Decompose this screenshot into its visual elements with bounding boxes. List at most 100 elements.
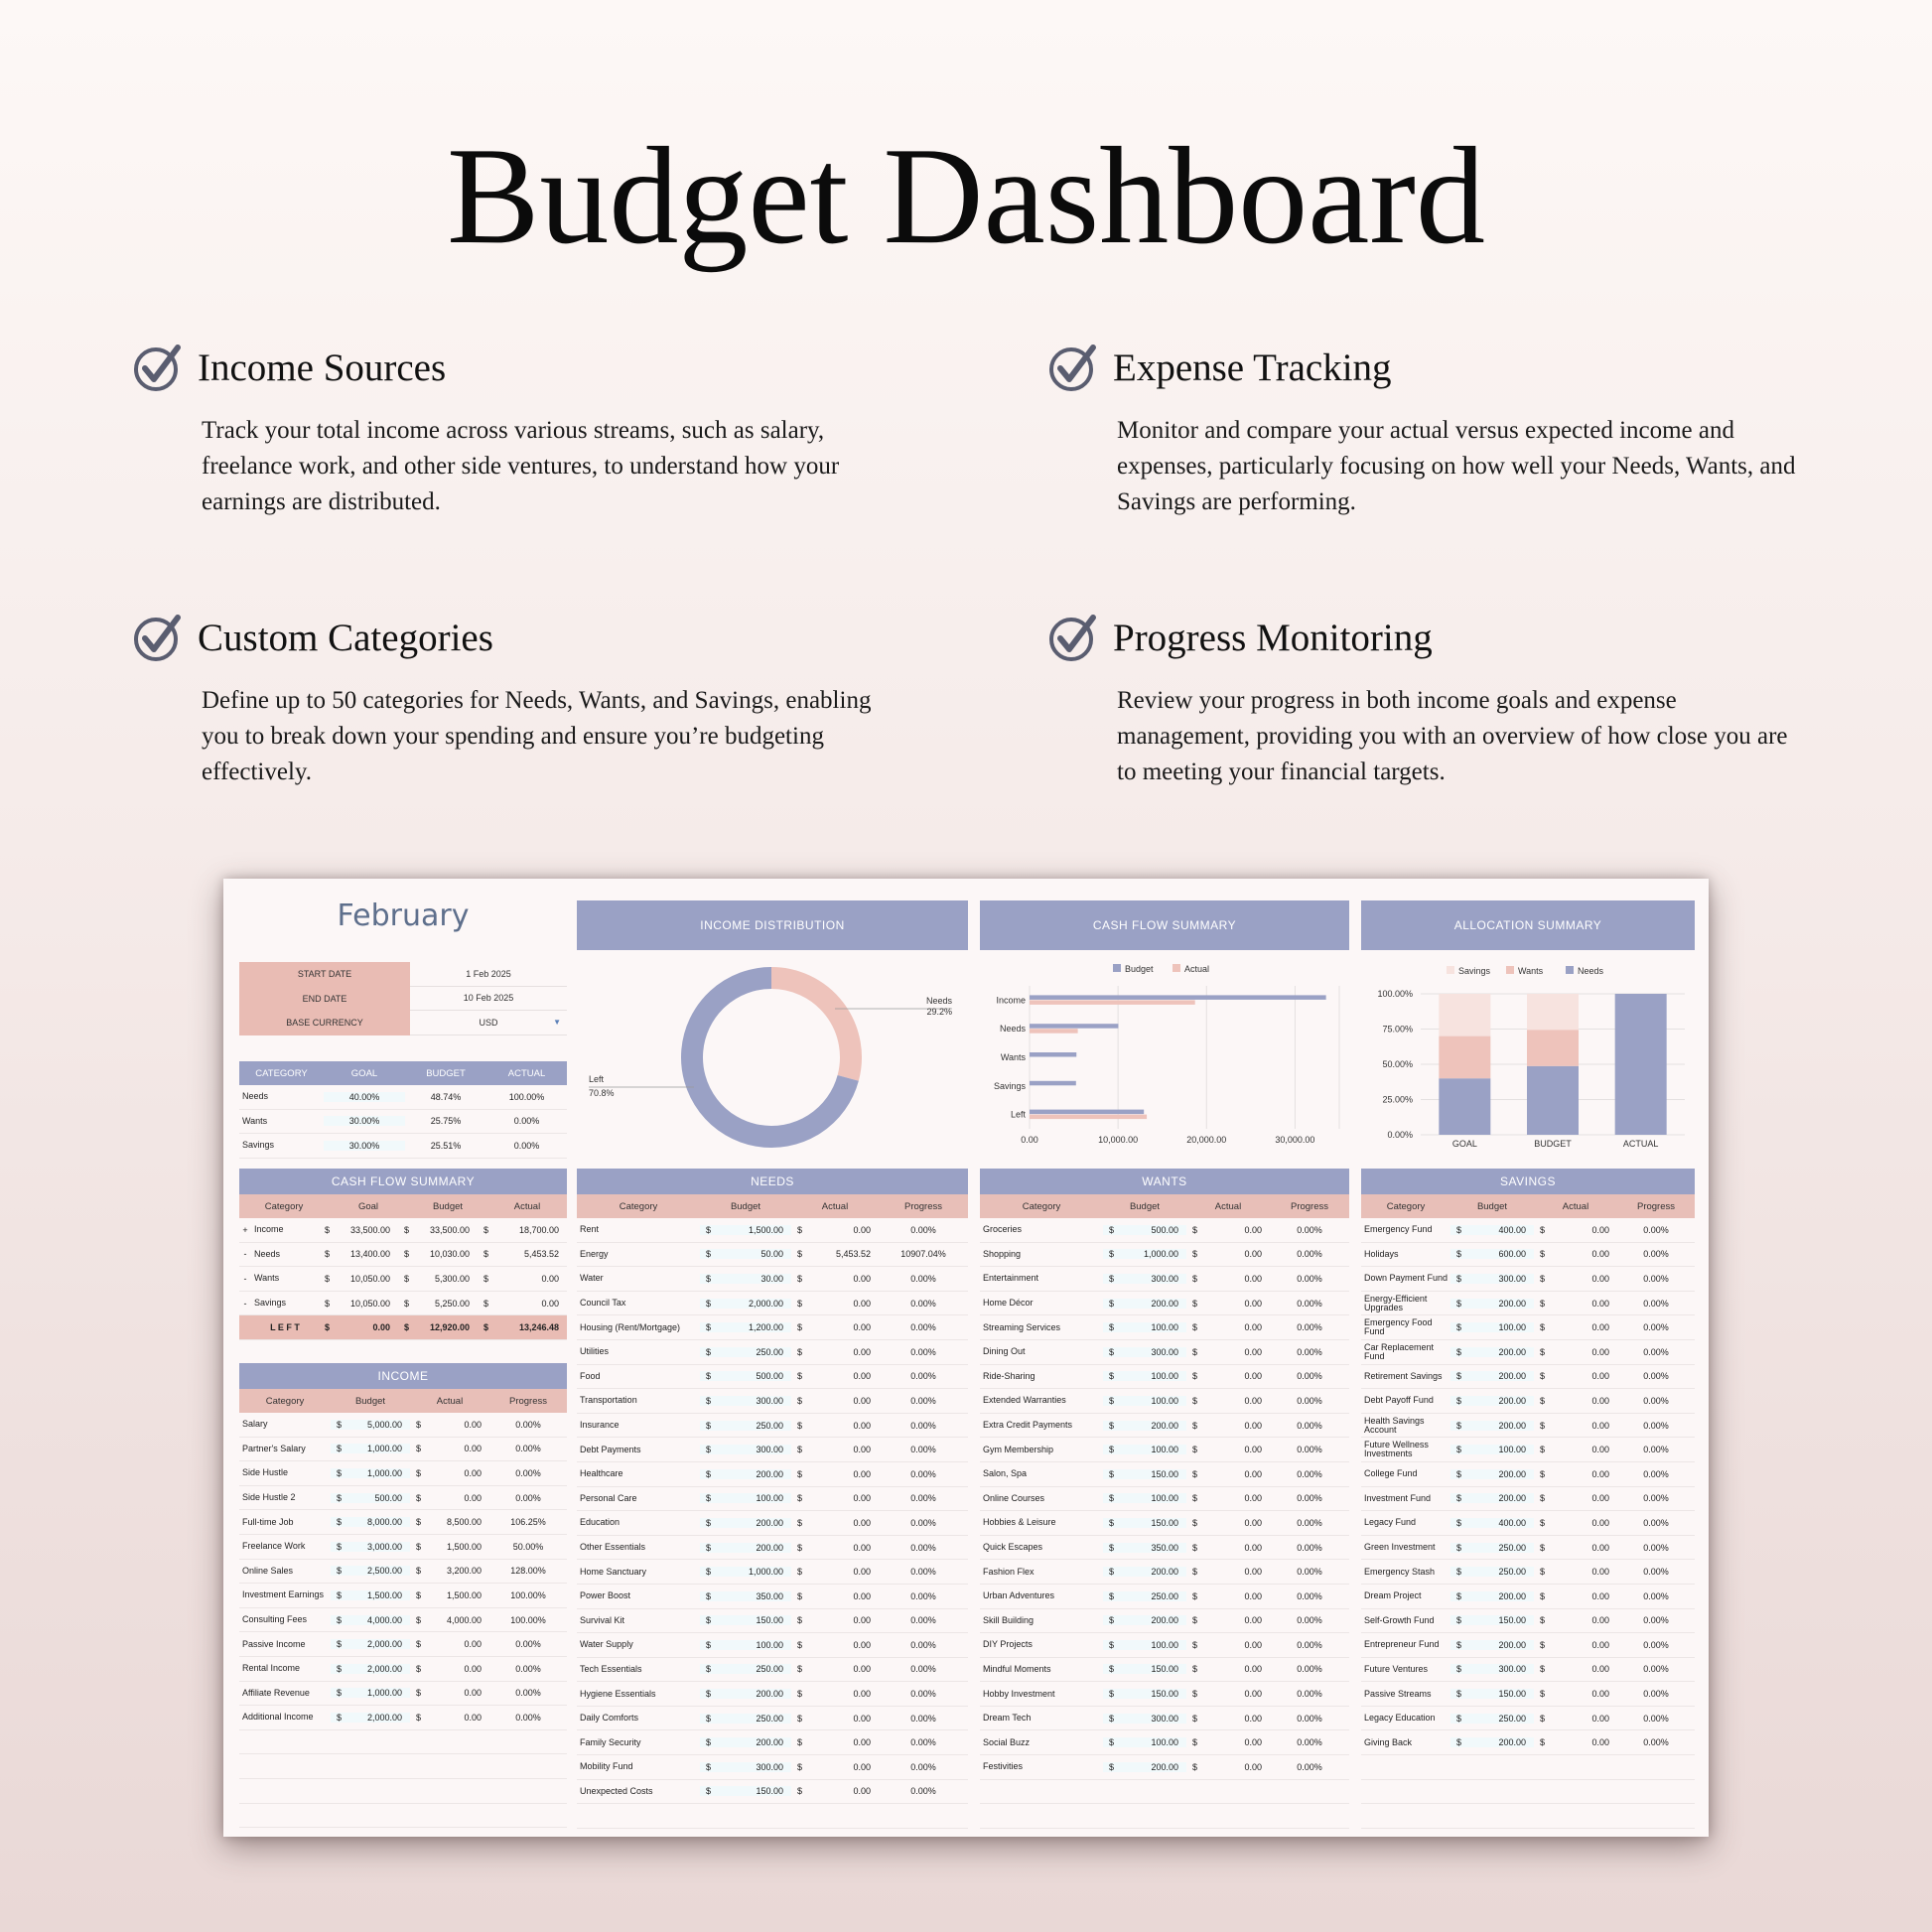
bar-budget-wants[interactable] — [1527, 1030, 1579, 1066]
bar-goal-needs[interactable] — [1439, 1078, 1491, 1135]
budget-cell[interactable]: 200.00 — [1464, 1298, 1534, 1309]
budget-cell[interactable]: 200.00 — [1464, 1395, 1534, 1406]
bar-left-actual[interactable] — [1030, 1114, 1148, 1120]
goal-cell[interactable]: 30.00% — [324, 1116, 405, 1127]
budget-cell[interactable]: 400.00 — [1464, 1224, 1534, 1235]
budget-cell[interactable]: 500.00 — [1117, 1224, 1186, 1235]
budget-cell[interactable]: 150.00 — [1464, 1689, 1534, 1700]
budget-cell[interactable]: 200.00 — [714, 1517, 791, 1528]
budget-cell[interactable]: 200.00 — [1464, 1639, 1534, 1650]
budget-cell[interactable]: 250.00 — [714, 1713, 791, 1724]
budget-cell[interactable]: 2,000.00 — [345, 1663, 410, 1674]
budget-cell[interactable]: 200.00 — [1117, 1761, 1186, 1772]
bar-income-actual[interactable] — [1030, 1000, 1195, 1005]
bar-budget-needs[interactable] — [1527, 1065, 1579, 1135]
budget-cell[interactable]: 100.00 — [1117, 1639, 1186, 1650]
budget-cell[interactable]: 200.00 — [1464, 1590, 1534, 1601]
budget-cell[interactable]: 300.00 — [714, 1761, 791, 1772]
budget-cell[interactable]: 200.00 — [1464, 1371, 1534, 1382]
budget-cell[interactable]: 100.00 — [1117, 1445, 1186, 1455]
goal-cell[interactable]: 30.00% — [324, 1140, 405, 1151]
budget-cell[interactable]: 300.00 — [1117, 1713, 1186, 1724]
budget-cell[interactable]: 150.00 — [714, 1786, 791, 1797]
budget-cell[interactable]: 150.00 — [1117, 1517, 1186, 1528]
budget-cell[interactable]: 350.00 — [714, 1590, 791, 1601]
budget-cell[interactable]: 1,000.00 — [345, 1444, 410, 1454]
budget-cell[interactable]: 250.00 — [1464, 1713, 1534, 1724]
budget-cell[interactable]: 1,000.00 — [345, 1467, 410, 1478]
budget-cell[interactable]: 5,000.00 — [345, 1419, 410, 1430]
budget-cell[interactable]: 2,500.00 — [345, 1566, 410, 1577]
bar-goal-savings[interactable] — [1439, 994, 1491, 1036]
budget-cell[interactable]: 400.00 — [1464, 1517, 1534, 1528]
budget-cell[interactable]: 300.00 — [714, 1445, 791, 1455]
budget-cell[interactable]: 8,000.00 — [345, 1517, 410, 1528]
bar-goal-wants[interactable] — [1439, 1035, 1491, 1079]
budget-cell[interactable]: 1,000.00 — [1117, 1249, 1186, 1260]
budget-cell[interactable]: 600.00 — [1464, 1249, 1534, 1260]
budget-cell[interactable]: 1,000.00 — [714, 1567, 791, 1578]
budget-cell[interactable]: 1,500.00 — [345, 1589, 410, 1600]
budget-cell[interactable]: 200.00 — [1464, 1346, 1534, 1357]
budget-cell[interactable]: 250.00 — [1464, 1567, 1534, 1578]
budget-cell[interactable]: 1,200.00 — [714, 1322, 791, 1333]
bar-budget-savings[interactable] — [1527, 994, 1579, 1031]
budget-cell[interactable]: 2,000.00 — [345, 1712, 410, 1723]
bar-needs-budget[interactable] — [1030, 1024, 1119, 1029]
budget-cell[interactable]: 500.00 — [345, 1492, 410, 1503]
budget-cell[interactable]: 100.00 — [714, 1493, 791, 1504]
budget-cell[interactable]: 1,500.00 — [714, 1224, 791, 1235]
budget-cell[interactable]: 100.00 — [1117, 1322, 1186, 1333]
budget-cell[interactable]: 150.00 — [1117, 1664, 1186, 1675]
budget-cell[interactable]: 150.00 — [714, 1615, 791, 1626]
budget-cell[interactable]: 200.00 — [714, 1689, 791, 1700]
currency-select[interactable]: USD ▼ — [410, 1011, 567, 1035]
budget-cell[interactable]: 200.00 — [1464, 1420, 1534, 1431]
budget-cell[interactable]: 150.00 — [1464, 1615, 1534, 1626]
budget-cell[interactable]: 150.00 — [1117, 1468, 1186, 1479]
bar-needs-actual[interactable] — [1030, 1029, 1078, 1034]
budget-cell[interactable]: 250.00 — [1464, 1542, 1534, 1553]
bar-left-budget[interactable] — [1030, 1109, 1145, 1115]
donut-slice-left[interactable] — [681, 967, 859, 1148]
bar-income-budget[interactable] — [1030, 995, 1326, 1000]
bar-wants-budget[interactable] — [1030, 1052, 1077, 1057]
budget-cell[interactable]: 250.00 — [714, 1664, 791, 1675]
bar-savings-budget[interactable] — [1030, 1080, 1076, 1086]
budget-cell[interactable]: 4,000.00 — [345, 1614, 410, 1625]
budget-cell[interactable]: 30.00 — [714, 1273, 791, 1284]
start-date-value[interactable]: 1 Feb 2025 — [410, 962, 567, 987]
budget-cell[interactable]: 200.00 — [1464, 1737, 1534, 1748]
budget-cell[interactable]: 100.00 — [1117, 1737, 1186, 1748]
budget-cell[interactable]: 100.00 — [1117, 1371, 1186, 1382]
end-date-value[interactable]: 10 Feb 2025 — [410, 987, 567, 1011]
budget-cell[interactable]: 250.00 — [714, 1346, 791, 1357]
budget-cell[interactable]: 300.00 — [1464, 1273, 1534, 1284]
donut-slice-needs[interactable] — [770, 967, 862, 1081]
budget-cell[interactable]: 100.00 — [714, 1639, 791, 1650]
budget-cell[interactable]: 200.00 — [714, 1542, 791, 1553]
budget-cell[interactable]: 500.00 — [714, 1371, 791, 1382]
budget-cell[interactable]: 50.00 — [714, 1249, 791, 1260]
budget-cell[interactable]: 3,000.00 — [345, 1541, 410, 1552]
budget-cell[interactable]: 150.00 — [1117, 1689, 1186, 1700]
goal-cell[interactable]: 40.00% — [324, 1091, 405, 1102]
budget-cell[interactable]: 2,000.00 — [345, 1639, 410, 1650]
budget-cell[interactable]: 250.00 — [1117, 1590, 1186, 1601]
budget-cell[interactable]: 200.00 — [714, 1468, 791, 1479]
budget-cell[interactable]: 350.00 — [1117, 1542, 1186, 1553]
budget-cell[interactable]: 200.00 — [1117, 1298, 1186, 1309]
budget-cell[interactable]: 200.00 — [714, 1737, 791, 1748]
budget-cell[interactable]: 200.00 — [1464, 1468, 1534, 1479]
budget-cell[interactable]: 300.00 — [714, 1395, 791, 1406]
budget-cell[interactable]: 300.00 — [1464, 1664, 1534, 1675]
budget-cell[interactable]: 300.00 — [1117, 1346, 1186, 1357]
budget-cell[interactable]: 2,000.00 — [714, 1298, 791, 1309]
budget-cell[interactable]: 200.00 — [1117, 1615, 1186, 1626]
bar-actual-needs[interactable] — [1614, 994, 1667, 1135]
budget-cell[interactable]: 300.00 — [1117, 1273, 1186, 1284]
budget-cell[interactable]: 250.00 — [714, 1420, 791, 1431]
budget-cell[interactable]: 100.00 — [1117, 1493, 1186, 1504]
budget-cell[interactable]: 100.00 — [1464, 1322, 1534, 1333]
budget-cell[interactable]: 1,000.00 — [345, 1688, 410, 1699]
